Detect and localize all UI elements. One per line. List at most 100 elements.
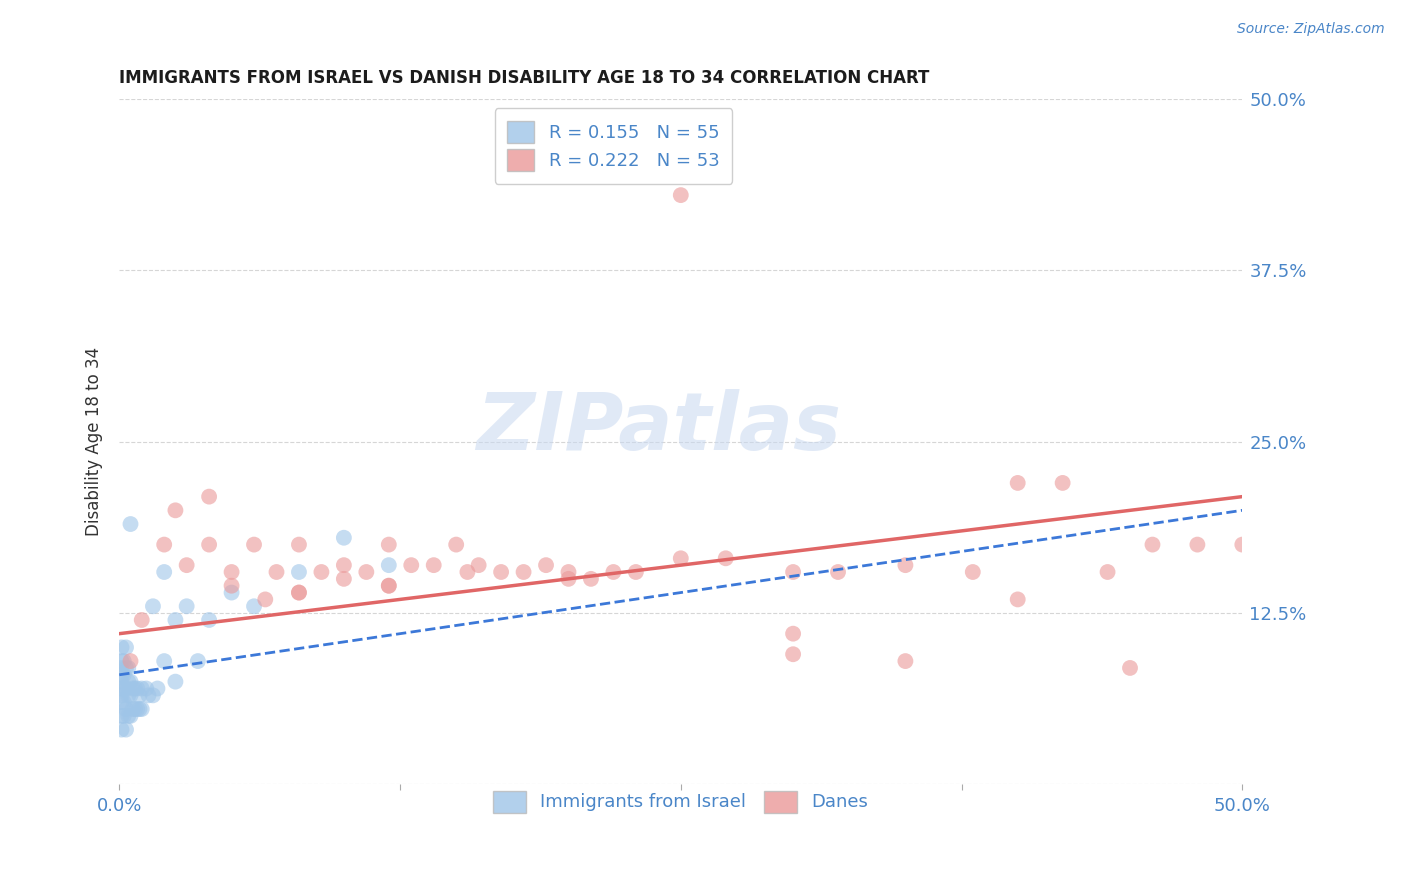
Point [288, 585, 311, 599]
Point [401, 558, 423, 573]
Point [121, 702, 143, 716]
Point [467, 558, 489, 573]
Point [165, 503, 187, 517]
Point [1007, 475, 1029, 490]
Point [221, 585, 243, 599]
Point [165, 613, 187, 627]
Point [110, 640, 132, 655]
Point [378, 538, 401, 552]
Point [110, 695, 132, 709]
Point [512, 565, 534, 579]
Point [1097, 565, 1119, 579]
Point [266, 565, 288, 579]
Point [456, 565, 478, 579]
Point [894, 558, 917, 573]
Point [187, 654, 209, 668]
Point [124, 702, 146, 716]
Point [176, 558, 198, 573]
Point [1052, 475, 1074, 490]
Point [127, 681, 149, 696]
Point [378, 558, 401, 573]
Point [117, 661, 139, 675]
Point [128, 689, 150, 703]
Point [146, 681, 169, 696]
Point [117, 709, 139, 723]
Point [378, 579, 401, 593]
Point [782, 647, 804, 661]
Point [288, 538, 311, 552]
Point [333, 558, 356, 573]
Point [110, 661, 132, 675]
Point [444, 538, 467, 552]
Point [288, 585, 311, 599]
Point [198, 490, 221, 504]
Point [422, 558, 444, 573]
Point [254, 592, 277, 607]
Point [1232, 538, 1254, 552]
Point [198, 538, 221, 552]
Point [121, 681, 143, 696]
Point [243, 599, 266, 614]
Point [534, 558, 557, 573]
Point [120, 709, 142, 723]
Point [356, 565, 378, 579]
Point [120, 689, 142, 703]
Point [557, 565, 579, 579]
Point [112, 667, 135, 681]
Point [127, 702, 149, 716]
Point [1142, 538, 1164, 552]
Point [962, 565, 984, 579]
Point [579, 572, 602, 586]
Point [135, 681, 157, 696]
Point [669, 188, 692, 202]
Point [115, 723, 138, 737]
Point [165, 674, 187, 689]
Point [112, 695, 135, 709]
Point [112, 654, 135, 668]
Point [110, 723, 132, 737]
Legend: Immigrants from Israel, Danes: Immigrants from Israel, Danes [482, 780, 879, 823]
Point [153, 654, 176, 668]
Point [1007, 592, 1029, 607]
Point [110, 674, 132, 689]
Point [120, 674, 142, 689]
Text: Source: ZipAtlas.com: Source: ZipAtlas.com [1237, 22, 1385, 37]
Point [1119, 661, 1142, 675]
Point [115, 702, 138, 716]
Point [333, 531, 356, 545]
Point [624, 565, 647, 579]
Y-axis label: Disability Age 18 to 34: Disability Age 18 to 34 [86, 347, 103, 536]
Point [827, 565, 849, 579]
Point [489, 565, 512, 579]
Point [153, 565, 176, 579]
Point [782, 626, 804, 640]
Point [115, 681, 138, 696]
Point [1187, 538, 1209, 552]
Point [128, 702, 150, 716]
Point [110, 654, 132, 668]
Point [131, 681, 153, 696]
Point [110, 689, 132, 703]
Point [198, 613, 221, 627]
Point [557, 572, 579, 586]
Point [243, 538, 266, 552]
Point [120, 516, 142, 531]
Point [110, 667, 132, 681]
Point [120, 654, 142, 668]
Point [333, 572, 356, 586]
Point [714, 551, 737, 566]
Point [142, 599, 165, 614]
Point [288, 565, 311, 579]
Point [131, 613, 153, 627]
Point [131, 702, 153, 716]
Point [378, 579, 401, 593]
Point [124, 681, 146, 696]
Point [112, 709, 135, 723]
Point [110, 709, 132, 723]
Point [311, 565, 333, 579]
Point [894, 654, 917, 668]
Point [112, 681, 135, 696]
Point [117, 674, 139, 689]
Point [153, 538, 176, 552]
Point [176, 599, 198, 614]
